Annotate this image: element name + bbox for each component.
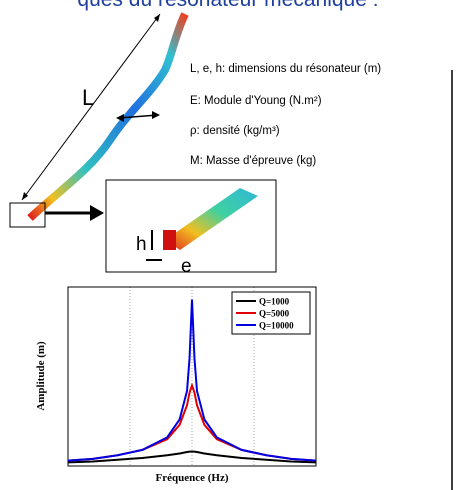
length-label: L bbox=[82, 85, 94, 110]
legend-box bbox=[231, 291, 311, 335]
beam-end bbox=[163, 230, 176, 250]
legend-label: Q=1000 bbox=[259, 297, 290, 307]
series-line bbox=[67, 450, 317, 464]
definition: M: Masse d'épreuve (kg) bbox=[190, 155, 316, 167]
zoom-box bbox=[9, 202, 46, 228]
arrow-heads bbox=[90, 205, 104, 221]
y-axis-label: Amplitude (m) bbox=[35, 341, 47, 411]
beam bbox=[27, 12, 189, 221]
height-label: h bbox=[136, 234, 147, 255]
definition: ρ: densité (kg/m³) bbox=[190, 125, 280, 137]
x-axis-label: Fréquence (Hz) bbox=[156, 472, 229, 484]
definition: E: Module d'Young (N.m²) bbox=[190, 95, 322, 107]
beam-tip bbox=[165, 188, 258, 250]
legend-label: Q=10000 bbox=[259, 321, 294, 331]
width-label: e bbox=[181, 256, 192, 277]
slide-title: ques du résonateur mécanique : bbox=[77, 0, 378, 11]
series-line bbox=[67, 299, 317, 462]
legend-label: Q=5000 bbox=[259, 309, 290, 319]
length-arrow bbox=[21, 13, 161, 201]
definition: L, e, h: dimensions du résonateur (m) bbox=[190, 63, 381, 75]
plot-frame bbox=[67, 286, 317, 467]
width-arrow bbox=[117, 114, 159, 119]
